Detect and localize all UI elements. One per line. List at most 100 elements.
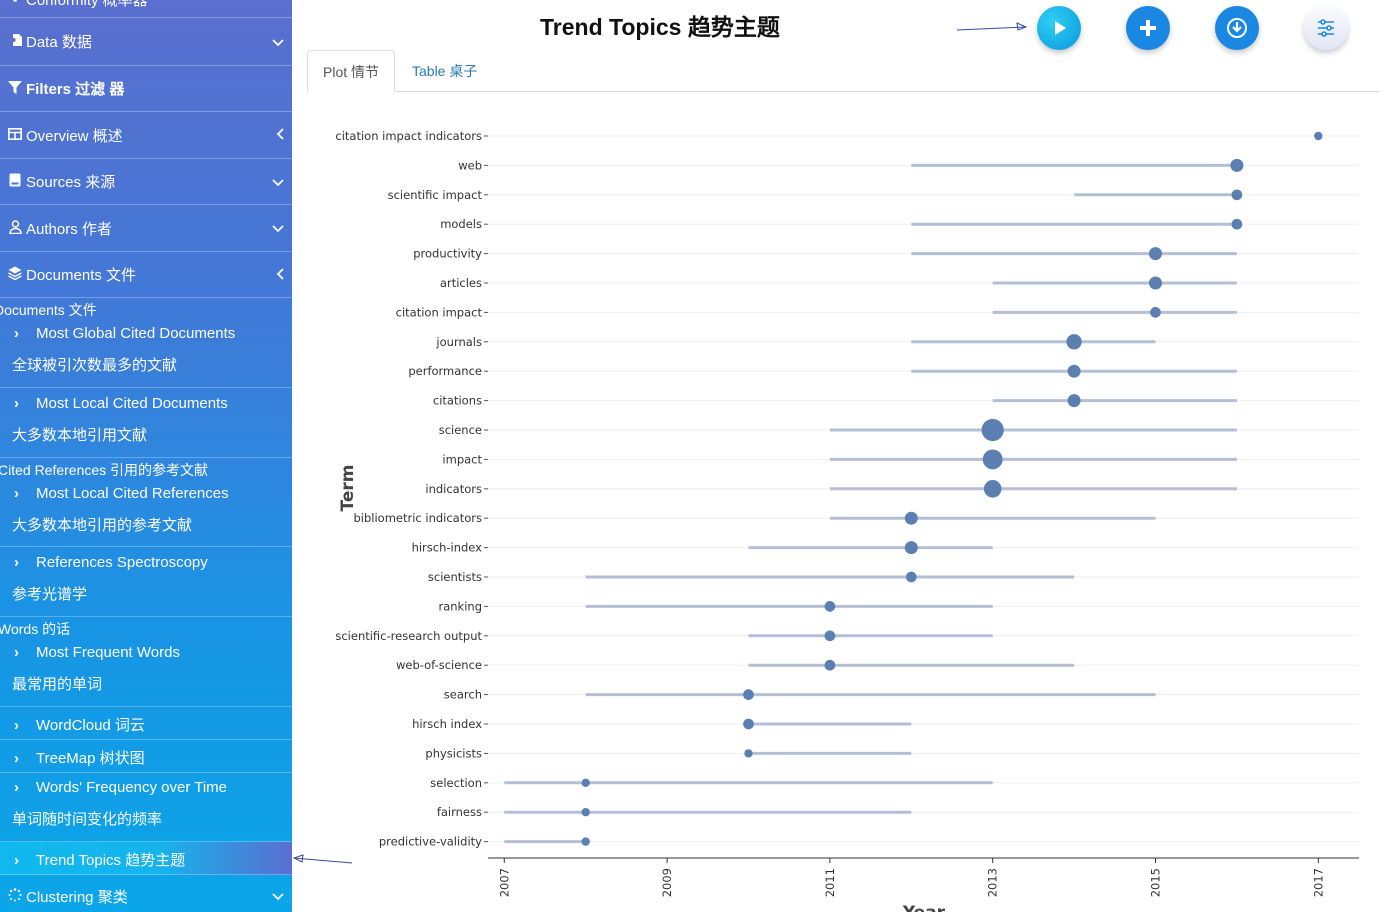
subitem-label-en: Most Frequent Words — [36, 644, 180, 661]
filter-icon — [6, 80, 24, 97]
sidebar-item-overview[interactable]: Overview 概述 — [0, 112, 292, 159]
term-label: scientific impact — [388, 188, 483, 202]
sidebar-item-label: Sources 来源 — [26, 174, 116, 191]
sidebar-subitem-treemap[interactable]: › TreeMap 树状图 — [0, 740, 292, 773]
chevron-down-icon — [272, 220, 284, 236]
sidebar-item-conformity[interactable]: ▪ Conformity 概率器 — [0, 0, 292, 18]
subitem-label-en: Trend Topics 趋势主题 — [36, 852, 186, 869]
sidebar-subitem-wordcloud[interactable]: › WordCloud 词云 — [0, 707, 292, 740]
spinner-icon — [6, 887, 24, 905]
sidebar-item-authors[interactable]: Authors 作者 — [0, 205, 292, 252]
chevron-right-icon: › — [14, 554, 19, 571]
add-button[interactable] — [1126, 6, 1170, 50]
tab-table[interactable]: Table 桌子 — [412, 63, 478, 79]
chevron-left-icon — [276, 267, 284, 283]
sidebar-item-data[interactable]: Data 数据 — [0, 18, 292, 66]
median-point[interactable] — [824, 601, 836, 612]
sidebar-subitem-most-global-cited-documents[interactable]: › Most Global Cited Documents 全球被引次数最多的文献 — [0, 318, 292, 388]
sidebar-item-clustering[interactable]: Clustering 聚类 — [0, 876, 292, 912]
table-icon — [6, 127, 24, 143]
sidebar-item-label: Data 数据 — [26, 34, 92, 51]
subitem-label-zh: 单词随时间变化的频率 — [12, 811, 163, 828]
median-point[interactable] — [1067, 394, 1081, 408]
term-label: web — [458, 158, 482, 172]
sidebar-subitem-words-frequency-over-time[interactable]: › Words' Frequency over Time 单词随时间变化的频率 — [0, 773, 292, 842]
term-label: articles — [440, 276, 482, 290]
chevron-right-icon: › — [14, 779, 19, 796]
median-point[interactable] — [743, 718, 754, 730]
median-point[interactable] — [1150, 307, 1161, 318]
chevron-right-icon: › — [14, 395, 19, 412]
median-point[interactable] — [743, 689, 754, 700]
median-point[interactable] — [1066, 334, 1082, 350]
median-point[interactable] — [1230, 158, 1244, 172]
chevron-down-icon — [272, 888, 284, 904]
sidebar: ▪ Conformity 概率器 Data 数据 Filters 过滤 器 Ov… — [0, 0, 292, 912]
median-point[interactable] — [1314, 131, 1323, 141]
median-point[interactable] — [581, 778, 590, 787]
x-axis-title: Year — [902, 903, 946, 912]
section-label-documents: Documents 文件 — [0, 302, 97, 318]
trend-topics-chart: citation impact indicators web scientific … — [335, 129, 1359, 912]
chevron-down-icon — [272, 34, 284, 50]
annotation-arrow-icon — [956, 22, 1028, 31]
term-label: web-of-science — [396, 658, 482, 672]
subitem-label-en: Words' Frequency over Time — [36, 779, 227, 796]
term-label: scientific-research output — [335, 629, 482, 643]
tab-plot[interactable]: Plot 情节 — [307, 50, 396, 93]
median-point[interactable] — [1148, 247, 1162, 261]
subitem-label-en: References Spectroscopy — [36, 554, 208, 571]
median-point[interactable] — [905, 571, 917, 583]
y-axis-title: Term — [338, 465, 358, 512]
section-label-words: Words 的话 — [0, 621, 71, 637]
term-label: fairness — [437, 805, 482, 819]
play-button[interactable] — [1037, 6, 1081, 50]
chevron-right-icon: › — [14, 325, 19, 342]
x-tick-label: 2017 — [1311, 868, 1325, 897]
median-point[interactable] — [744, 749, 753, 758]
tab-bar: Plot 情节 Table 桌子 — [307, 50, 1379, 93]
sidebar-item-filters[interactable]: Filters 过滤 器 — [0, 66, 292, 112]
term-label: selection — [430, 776, 482, 790]
median-point[interactable] — [904, 511, 918, 525]
sidebar-subitem-most-frequent-words[interactable]: › Most Frequent Words 最常用的单词 — [0, 637, 292, 707]
settings-button[interactable] — [1304, 6, 1348, 50]
median-point[interactable] — [1148, 276, 1162, 290]
median-point[interactable] — [1231, 218, 1243, 230]
x-tick-label: 2009 — [660, 868, 674, 897]
term-label: citation impact indicators — [335, 129, 482, 143]
chevron-right-icon: › — [14, 750, 19, 767]
sidebar-item-label: Filters 过滤 器 — [26, 81, 125, 98]
median-points — [581, 131, 1323, 846]
term-label: ranking — [438, 599, 482, 613]
term-label: physicists — [425, 746, 482, 760]
median-point[interactable] — [824, 630, 836, 642]
chevron-down-icon — [272, 174, 284, 190]
median-point[interactable] — [904, 541, 918, 555]
median-point[interactable] — [824, 659, 836, 671]
term-label: search — [444, 688, 482, 702]
sidebar-subitem-references-spectroscopy[interactable]: › References Spectroscopy 参考光谱学 — [0, 547, 292, 617]
median-point[interactable] — [581, 808, 590, 817]
median-point[interactable] — [581, 837, 590, 846]
chart-icon: ▪ — [6, 0, 24, 7]
sidebar-subitem-most-local-cited-references[interactable]: › Most Local Cited References 大多数本地引用的参考文… — [0, 478, 292, 547]
median-point[interactable] — [1067, 364, 1081, 378]
sidebar-item-sources[interactable]: Sources 来源 — [0, 159, 292, 205]
median-point[interactable] — [981, 418, 1004, 442]
sidebar-item-label: Overview 概述 — [26, 127, 123, 145]
download-button[interactable] — [1215, 6, 1259, 50]
term-label: citations — [433, 394, 482, 408]
median-point[interactable] — [982, 449, 1003, 470]
subitem-label-en: Most Global Cited Documents — [36, 325, 236, 342]
sidebar-subitem-trend-topics[interactable]: › Trend Topics 趋势主题 — [0, 842, 292, 875]
term-label: hirsch index — [412, 717, 482, 731]
term-label: scientists — [428, 570, 482, 584]
median-point[interactable] — [1231, 189, 1243, 201]
sidebar-item-documents[interactable]: Documents 文件 — [0, 252, 292, 298]
term-label: predictive-validity — [379, 835, 482, 849]
subitem-label-zh: 大多数本地引用文献 — [12, 427, 148, 444]
user-icon — [6, 219, 24, 237]
sidebar-subitem-most-local-cited-documents[interactable]: › Most Local Cited Documents 大多数本地引用文献 — [0, 388, 292, 458]
median-point[interactable] — [983, 480, 1002, 498]
